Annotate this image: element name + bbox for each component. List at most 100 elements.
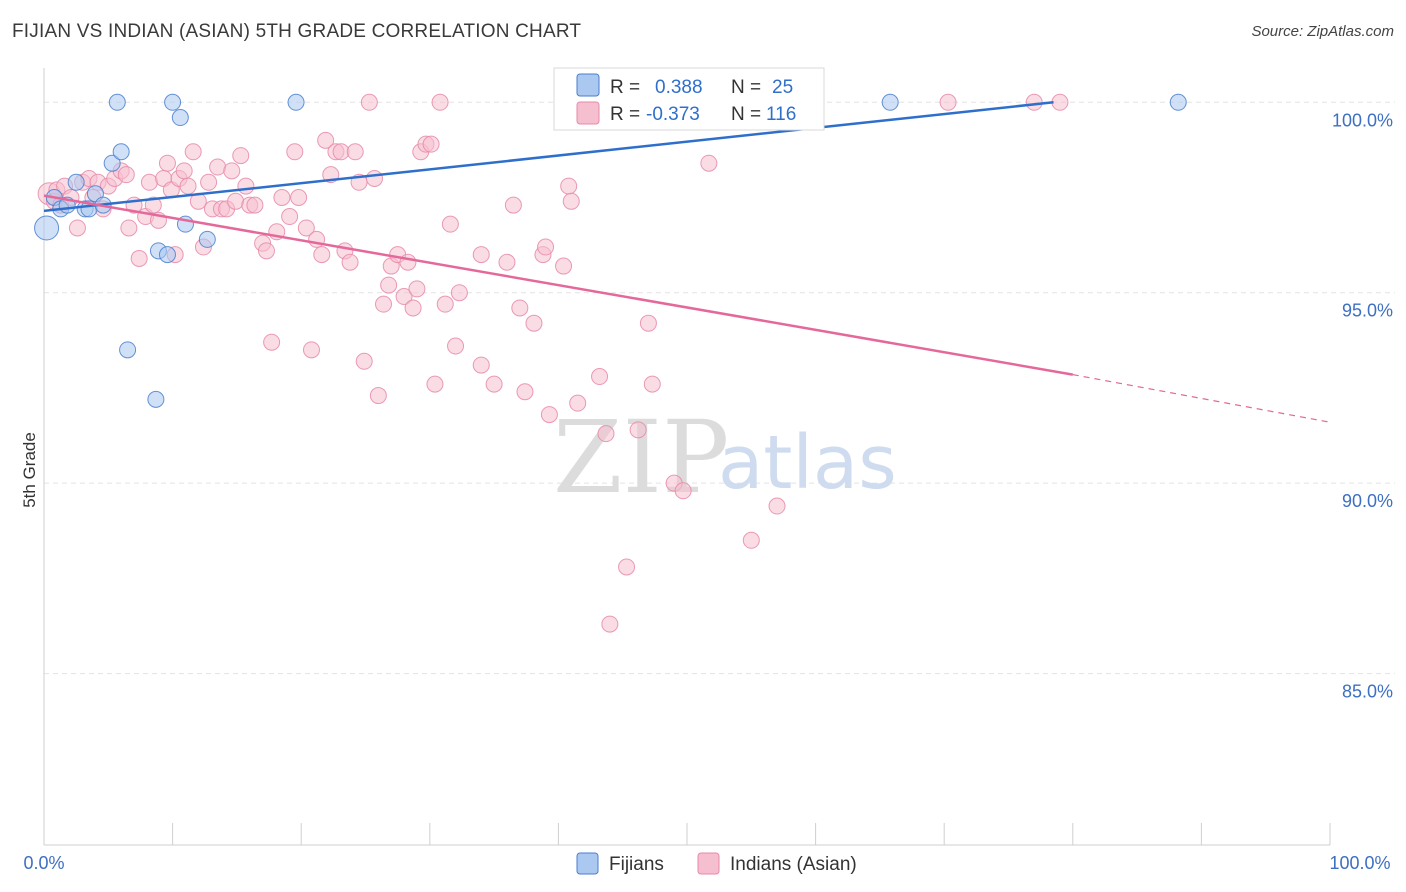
scatter-point <box>768 497 786 515</box>
scatter-point <box>120 219 138 237</box>
gridlines <box>44 101 1395 675</box>
scatter-point <box>158 154 176 172</box>
scatter-point <box>103 154 121 172</box>
bottom-legend-label-fijians: Fijians <box>609 854 664 875</box>
scatter-point <box>34 215 60 241</box>
scatter-point <box>297 219 315 237</box>
scatter-point <box>540 406 558 424</box>
scatter-point <box>175 162 193 180</box>
y-axis-title: 5th Grade <box>20 432 39 508</box>
scatter-point <box>742 531 760 549</box>
scatter-point <box>108 93 126 111</box>
scatter-point <box>355 352 373 370</box>
scatter-point <box>1025 93 1043 111</box>
scatter-point <box>555 257 573 275</box>
scatter-point <box>302 341 320 359</box>
scatter-point <box>232 147 250 165</box>
legend-r-label-indians: R = <box>610 104 640 125</box>
watermark-zip: ZIP <box>553 399 729 516</box>
scatter-point <box>200 173 218 191</box>
chart-title: FIJIAN VS INDIAN (ASIAN) 5TH GRADE CORRE… <box>12 21 582 42</box>
source-credit: Source: ZipAtlas.com <box>1251 23 1394 40</box>
watermark-atlas: atlas <box>718 420 897 506</box>
scatter-point <box>332 143 350 161</box>
scatter-point <box>179 177 197 195</box>
scatter-point <box>281 208 299 226</box>
scatter-point <box>639 314 657 332</box>
y-tick-label: 85.0% <box>1342 682 1393 702</box>
scatter-point <box>525 314 543 332</box>
scatter-point <box>360 93 378 111</box>
series-indians-asian-points <box>37 93 1069 633</box>
scatter-point <box>341 253 359 271</box>
legend-n-value-indians: 116 <box>766 104 796 125</box>
y-tick-label: 95.0% <box>1342 301 1393 321</box>
scatter-point <box>560 177 578 195</box>
scatter-point <box>67 173 85 191</box>
trend-line-indians <box>43 194 1074 376</box>
bottom-legend-label-indians: Indians (Asian) <box>730 854 857 875</box>
scatter-point <box>511 299 529 317</box>
y-tick-label: 100.0% <box>1332 110 1393 130</box>
scatter-point <box>130 249 148 267</box>
trend-line-indians-extrapolated <box>1072 374 1331 423</box>
scatter-point <box>399 253 417 271</box>
scatter-point <box>426 375 444 393</box>
scatter-point <box>447 337 465 355</box>
scatter-point <box>346 143 364 161</box>
y-axis-tick-labels: 85.0% 90.0% 95.0% 100.0% <box>1332 110 1393 701</box>
legend-r-value-fijians: 0.388 <box>655 77 703 98</box>
legend-swatch-indians <box>576 101 600 125</box>
scatter-point <box>472 356 490 374</box>
scatter-point <box>431 93 449 111</box>
x-tick-label-min: 0.0% <box>23 853 64 873</box>
scatter-point <box>209 158 227 176</box>
scatter-point <box>246 196 264 214</box>
scatter-point <box>119 341 137 359</box>
scatter-point <box>112 143 130 161</box>
scatter-point <box>171 109 189 127</box>
scatter-point <box>436 295 454 313</box>
scatter-point <box>144 196 162 214</box>
legend-r-label-fijians: R = <box>610 77 640 98</box>
scatter-point <box>317 131 335 149</box>
scatter-point <box>422 135 440 153</box>
scatter-point <box>601 615 619 633</box>
scatter-point <box>290 189 308 206</box>
trend-line-fijians <box>43 101 1054 213</box>
x-tick-label-max: 100.0% <box>1329 853 1390 873</box>
scatter-point <box>380 276 398 294</box>
legend-r-value-indians: -0.373 <box>646 104 700 125</box>
scatter-point <box>184 143 202 161</box>
scatter-point <box>441 215 459 233</box>
scatter-point <box>147 390 165 408</box>
legend-n-label-fijians: N = <box>731 77 761 98</box>
scatter-point <box>597 425 615 443</box>
scatter-point <box>504 196 522 214</box>
scatter-point <box>287 93 305 111</box>
legend-n-label-indians: N = <box>731 104 761 125</box>
scatter-point <box>273 189 291 206</box>
scatter-point <box>158 246 176 264</box>
scatter-point <box>498 253 516 271</box>
scatter-point <box>164 93 182 111</box>
scatter-point <box>117 166 135 184</box>
scatter-point <box>263 333 281 351</box>
scatter-point <box>1051 93 1069 111</box>
scatter-point <box>198 230 216 248</box>
legend-swatch-fijians <box>576 73 600 97</box>
scatter-point <box>472 246 490 264</box>
scatter-point <box>286 143 304 161</box>
scatter-point <box>140 173 158 191</box>
scatter-point <box>516 383 534 401</box>
scatter-point <box>450 284 468 302</box>
scatter-point <box>700 154 718 172</box>
scatter-point <box>375 295 393 313</box>
scatter-point <box>404 299 422 317</box>
bottom-legend-swatch-indians <box>697 852 720 875</box>
scatter-point <box>395 288 413 306</box>
scatter-point <box>629 421 647 439</box>
scatter-point <box>313 246 331 264</box>
scatter-point <box>68 219 86 237</box>
scatter-point <box>562 192 580 210</box>
